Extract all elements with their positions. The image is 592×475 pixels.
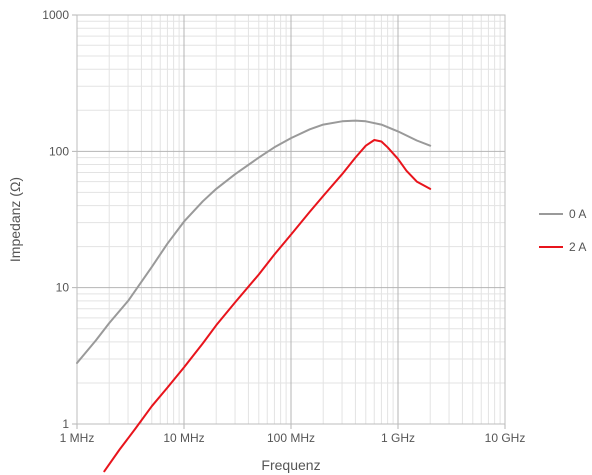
- y-axis-title: Impedanz (Ω): [7, 177, 23, 262]
- y-tick-label: 1: [62, 417, 69, 431]
- plot-area-frame: [76, 14, 506, 425]
- series-layer: [76, 119, 432, 473]
- series-line-1: [76, 119, 432, 364]
- y-tick-label: 100: [49, 144, 69, 158]
- x-axis-tick-labels: 1 MHz 10 MHz 100 MHz 1 GHz 10 GHz: [60, 431, 526, 445]
- series-line-2: [103, 139, 432, 473]
- legend-label-2: 2 A: [569, 240, 586, 254]
- x-tick-label: 1 MHz: [60, 431, 95, 445]
- x-tick-label: 10 MHz: [163, 431, 204, 445]
- minor-grid: [77, 15, 505, 424]
- y-tick-label: 1000: [42, 8, 69, 22]
- x-tick-label: 100 MHz: [267, 431, 315, 445]
- x-axis-title: Frequenz: [261, 457, 320, 473]
- x-tick-label: 1 GHz: [381, 431, 415, 445]
- legend: 0 A 2 A: [539, 207, 586, 254]
- x-tick-label: 10 GHz: [485, 431, 526, 445]
- legend-label-1: 0 A: [569, 207, 586, 221]
- y-axis-tick-labels: 1 10 100 1000: [42, 8, 69, 431]
- y-tick-label: 10: [56, 281, 70, 295]
